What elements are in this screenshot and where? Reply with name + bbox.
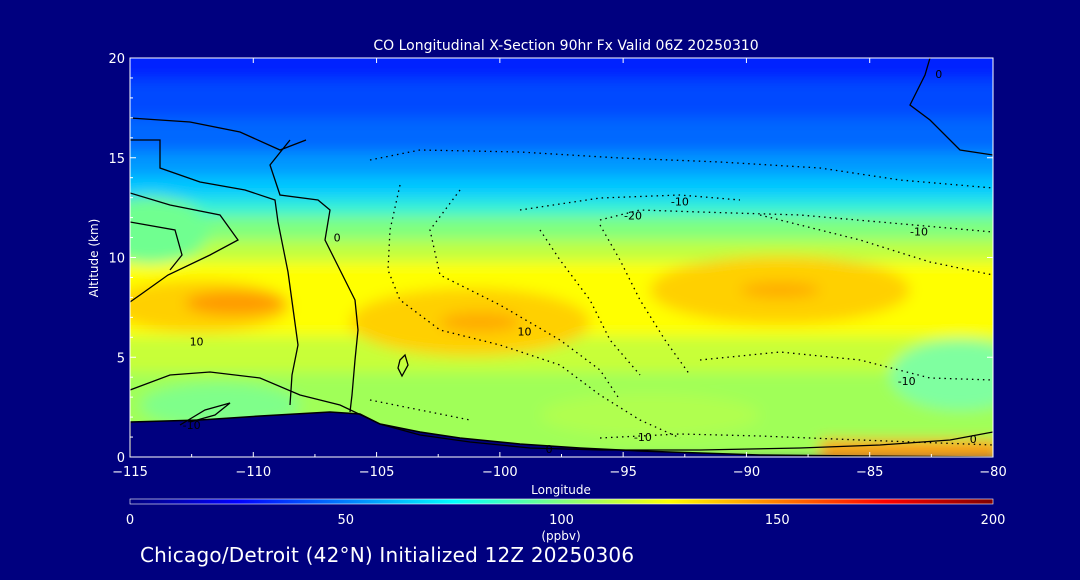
contour-solid <box>130 139 299 406</box>
x-axis-label: Longitude <box>531 483 591 497</box>
x-tick-label: −115 <box>112 465 148 480</box>
y-tick-label: 15 <box>108 152 125 167</box>
contour-label: -10 <box>671 196 689 209</box>
contour-dotted-lines <box>369 149 993 446</box>
contour-label: 0 <box>935 68 942 81</box>
contour-dotted <box>599 433 993 446</box>
contour-label: -10 <box>634 431 652 444</box>
contour-dotted <box>699 351 993 381</box>
concentration-field <box>130 58 993 457</box>
contour-solid <box>130 117 307 151</box>
x-tick-label: −110 <box>235 465 271 480</box>
colorbar-tick-label: 100 <box>549 513 574 528</box>
plot-area: 10 -10 0 10 -20 -10 -10 -10 -10 0 0 0 <box>130 58 993 457</box>
contour-label: -10 <box>183 419 201 432</box>
contour-solid <box>269 139 359 413</box>
contour-dotted <box>369 399 471 421</box>
y-axis-label: Altitude (km) <box>87 219 101 298</box>
contour-solid <box>909 58 993 156</box>
footer-caption: Chicago/Detroit (42°N) Initialized 12Z 2… <box>140 543 635 567</box>
contour-solid <box>130 371 993 451</box>
y-axis: 0 5 10 15 20 <box>108 52 993 466</box>
contour-solid <box>397 353 409 378</box>
colorbar-tick-label: 50 <box>337 513 354 528</box>
contour-label: -10 <box>910 226 928 239</box>
colorbar-tick-label: 200 <box>981 513 1006 528</box>
contour-solid <box>130 192 239 303</box>
colorbar-ticks: 0 50 100 150 200 <box>126 513 1006 528</box>
colorbar-tick-label: 0 <box>126 513 134 528</box>
contour-solid <box>130 221 183 271</box>
x-tick-label: −105 <box>359 465 395 480</box>
y-tick-label: 0 <box>117 451 125 466</box>
contour-dotted <box>429 189 621 401</box>
contour-label: -20 <box>624 210 642 223</box>
chart-title: CO Longitudinal X-Section 90hr Fx Valid … <box>373 38 758 54</box>
contour-label: -10 <box>898 375 916 388</box>
contour-label: 10 <box>518 325 532 338</box>
colorbar <box>129 498 994 505</box>
colorbar-unit-label: (ppbv) <box>541 529 580 543</box>
contour-dotted <box>599 209 993 233</box>
x-axis: −115 −110 −105 −100 −95 −90 −85 −80 <box>112 58 1007 480</box>
y-tick-label: 10 <box>108 252 125 267</box>
contour-label: 10 <box>190 335 204 348</box>
x-tick-label: −85 <box>856 465 883 480</box>
y-tick-label: 20 <box>108 52 125 67</box>
terrain <box>130 411 993 457</box>
colorbar-tick-label: 150 <box>765 513 790 528</box>
x-tick-label: −90 <box>733 465 760 480</box>
contour-solid <box>179 402 231 426</box>
contour-labels: 10 -10 0 10 -20 -10 -10 -10 -10 0 0 0 <box>183 68 977 456</box>
x-tick-label: −80 <box>979 465 1006 480</box>
contour-label: 0 <box>546 443 553 456</box>
x-tick-label: −95 <box>609 465 636 480</box>
x-tick-label: −100 <box>482 465 518 480</box>
contour-dotted <box>387 184 681 439</box>
y-tick-label: 5 <box>117 351 125 366</box>
contour-lines <box>130 58 993 451</box>
contour-label: 0 <box>970 433 977 446</box>
contour-label: 0 <box>334 232 341 245</box>
